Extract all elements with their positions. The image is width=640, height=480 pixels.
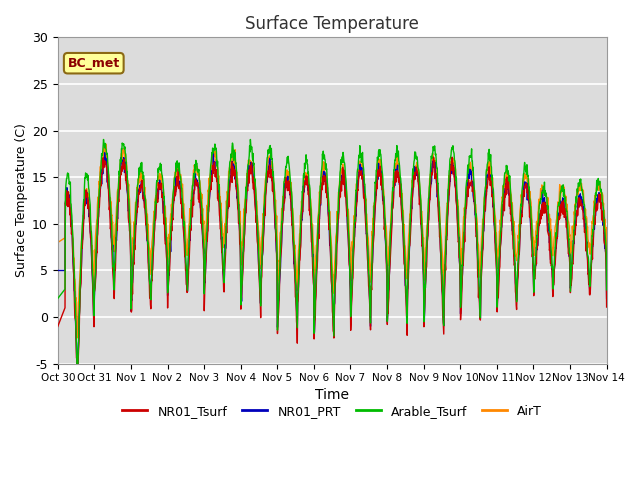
- Y-axis label: Surface Temperature (C): Surface Temperature (C): [15, 123, 28, 277]
- Legend: NR01_Tsurf, NR01_PRT, Arable_Tsurf, AirT: NR01_Tsurf, NR01_PRT, Arable_Tsurf, AirT: [118, 400, 547, 423]
- Title: Surface Temperature: Surface Temperature: [245, 15, 419, 33]
- X-axis label: Time: Time: [315, 388, 349, 402]
- Text: BC_met: BC_met: [68, 57, 120, 70]
